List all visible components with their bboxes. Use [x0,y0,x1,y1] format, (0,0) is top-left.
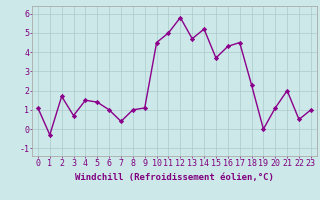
X-axis label: Windchill (Refroidissement éolien,°C): Windchill (Refroidissement éolien,°C) [75,173,274,182]
